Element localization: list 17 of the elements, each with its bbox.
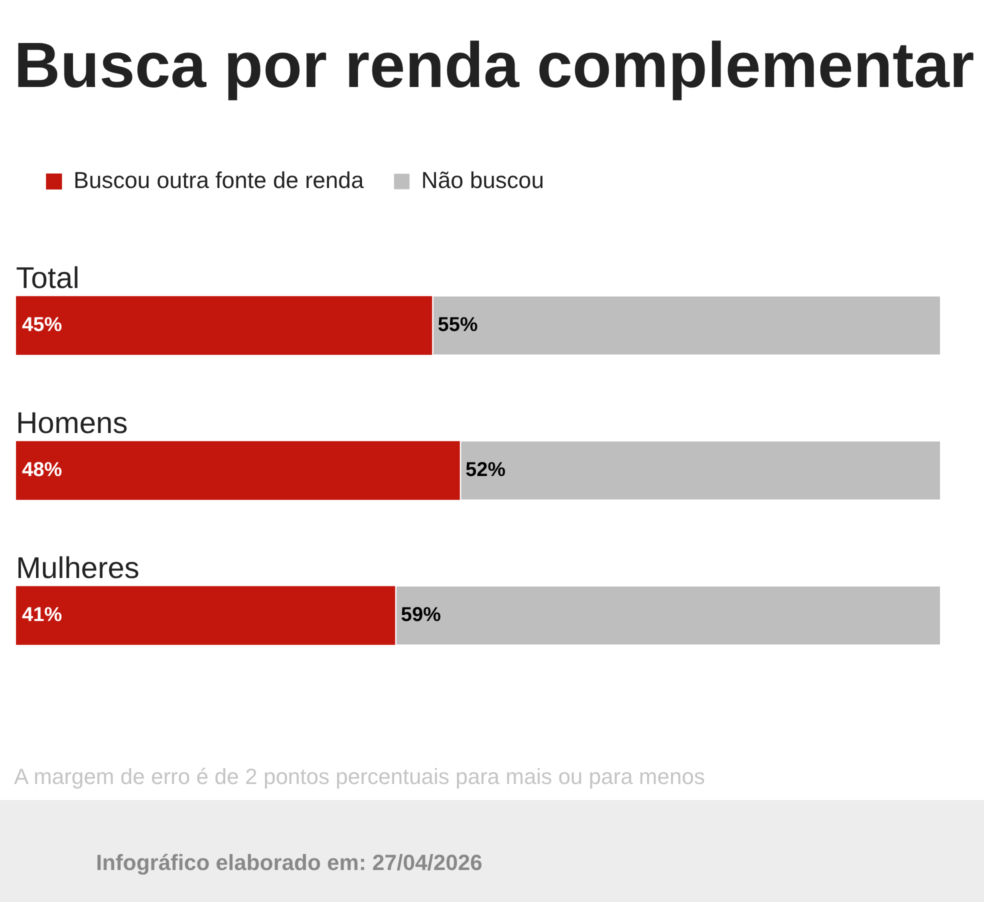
legend-label: Não buscou (421, 166, 544, 193)
data-label: 41% (22, 604, 62, 626)
data-label: 59% (400, 604, 442, 626)
data-label: 52% (466, 459, 506, 482)
bar (16, 586, 396, 645)
bar (16, 296, 432, 355)
chart-title: Busca por renda complementar (14, 28, 974, 102)
data-label: 45% (22, 314, 62, 336)
text: A margem de erro é de 2 pontos percentuais para mais ou para menos (14, 764, 705, 790)
y-tick-label: Total (16, 262, 80, 295)
y-tick-label: Mulheres (16, 552, 140, 585)
data-label: 55% (438, 314, 478, 336)
text: Infográfico elaborado em: 27/04/2026 (96, 850, 482, 876)
data-label: 48% (22, 459, 62, 482)
legend-label: Buscou outra fonte de renda (74, 166, 364, 193)
bar (16, 441, 460, 500)
y-tick-label: Homens (16, 406, 128, 440)
